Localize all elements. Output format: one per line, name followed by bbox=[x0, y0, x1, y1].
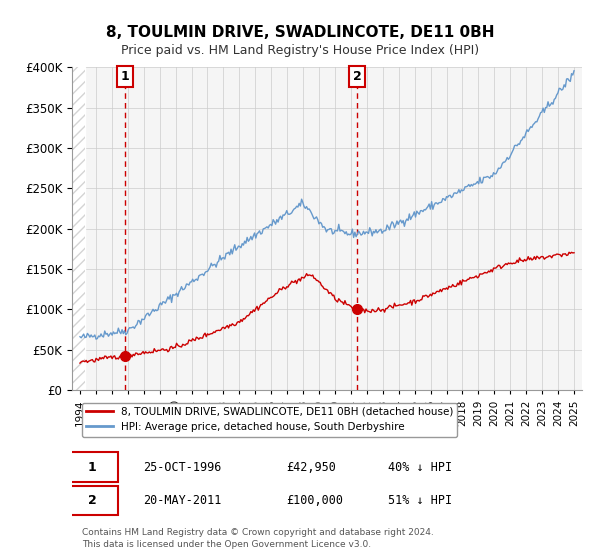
Text: 20-MAY-2011: 20-MAY-2011 bbox=[143, 494, 222, 507]
Text: 1: 1 bbox=[88, 461, 97, 474]
Text: £42,950: £42,950 bbox=[286, 461, 336, 474]
Legend: 8, TOULMIN DRIVE, SWADLINCOTE, DE11 0BH (detached house), HPI: Average price, de: 8, TOULMIN DRIVE, SWADLINCOTE, DE11 0BH … bbox=[82, 403, 457, 437]
Bar bbox=[72, 67, 85, 390]
Text: Contains HM Land Registry data © Crown copyright and database right 2024.: Contains HM Land Registry data © Crown c… bbox=[82, 528, 434, 537]
Text: 2: 2 bbox=[353, 70, 361, 83]
Bar bbox=[72, 67, 85, 390]
Text: This data is licensed under the Open Government Licence v3.0.: This data is licensed under the Open Gov… bbox=[82, 540, 371, 549]
Text: £100,000: £100,000 bbox=[286, 494, 343, 507]
Text: 2: 2 bbox=[88, 494, 97, 507]
Text: 51% ↓ HPI: 51% ↓ HPI bbox=[388, 494, 452, 507]
Text: 25-OCT-1996: 25-OCT-1996 bbox=[143, 461, 222, 474]
Text: 1: 1 bbox=[121, 70, 129, 83]
FancyBboxPatch shape bbox=[67, 486, 118, 515]
FancyBboxPatch shape bbox=[67, 452, 118, 482]
Text: Price paid vs. HM Land Registry's House Price Index (HPI): Price paid vs. HM Land Registry's House … bbox=[121, 44, 479, 57]
Text: 8, TOULMIN DRIVE, SWADLINCOTE, DE11 0BH: 8, TOULMIN DRIVE, SWADLINCOTE, DE11 0BH bbox=[106, 25, 494, 40]
Text: 40% ↓ HPI: 40% ↓ HPI bbox=[388, 461, 452, 474]
